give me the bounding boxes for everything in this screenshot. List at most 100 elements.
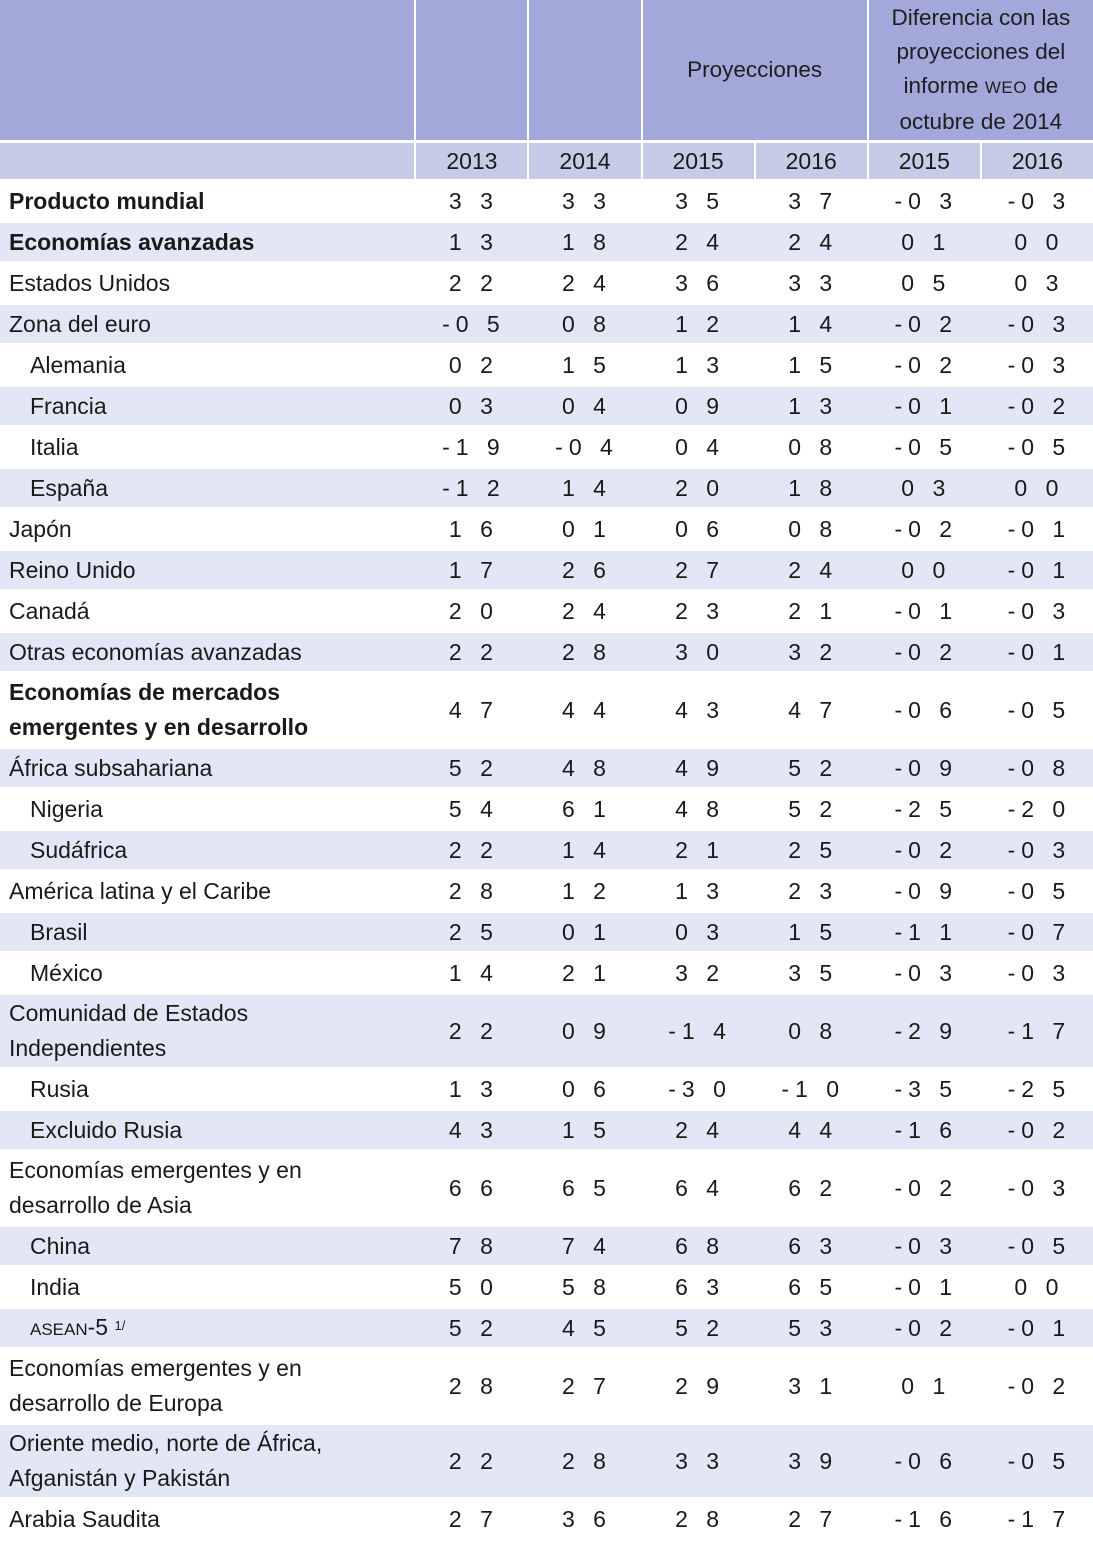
row-value: 2 1 — [640, 831, 754, 872]
row-value: -0 2 — [979, 1350, 1093, 1425]
row-value: 5 8 — [527, 1268, 641, 1309]
row-value: -0 5 — [979, 674, 1093, 749]
row-value: 2 7 — [414, 1500, 528, 1541]
row-value: -1 6 — [866, 1111, 980, 1152]
row-value: 1 8 — [527, 223, 641, 264]
row-value: 1 3 — [640, 872, 754, 913]
row-value: 0 2 — [414, 346, 528, 387]
row-value: -1 4 — [640, 995, 754, 1070]
row-value: -0 5 — [979, 428, 1093, 469]
row-value: 3 6 — [527, 1500, 641, 1541]
row-value: 4 3 — [640, 674, 754, 749]
row-value: 2 8 — [527, 633, 641, 674]
row-value: -0 3 — [979, 1152, 1093, 1227]
header-difference-part2: de octubre de 2014 — [899, 73, 1063, 134]
row-label: Zona del euro — [0, 305, 415, 346]
row-value: 2 2 — [414, 995, 528, 1070]
row-value: 1 4 — [753, 305, 867, 346]
row-value: 1 4 — [527, 469, 641, 510]
row-value: 3 3 — [640, 1425, 754, 1500]
row-value: 2 0 — [640, 469, 754, 510]
header-year: 2016 — [753, 143, 867, 182]
row-label: Alemania — [0, 346, 415, 387]
row-value: 4 7 — [414, 674, 528, 749]
row-value: 0 1 — [866, 1350, 980, 1425]
row-label-line1: Economías emergentes y en — [9, 1157, 302, 1183]
row-label: Economías avanzadas — [0, 223, 415, 264]
row-value: 1 5 — [753, 913, 867, 954]
row-value: -0 3 — [979, 346, 1093, 387]
row-value: 3 3 — [414, 182, 528, 223]
row-value: 1 4 — [414, 954, 528, 995]
row-value: 6 6 — [414, 1152, 528, 1227]
row-value: -2 5 — [979, 1070, 1093, 1111]
row-value: 4 8 — [527, 749, 641, 790]
row-value: -1 9 — [414, 428, 528, 469]
row-value: -1 6 — [866, 1500, 980, 1541]
row-label: Canadá — [0, 592, 415, 633]
row-label-line2: desarrollo de Asia — [9, 1192, 192, 1218]
row-value: -0 5 — [414, 305, 528, 346]
row-value: 2 4 — [640, 223, 754, 264]
row-value: -1 7 — [979, 1500, 1093, 1541]
row-value: 2 2 — [414, 831, 528, 872]
row-value: -0 3 — [866, 954, 980, 995]
row-value: -0 1 — [979, 1309, 1093, 1350]
row-value: 5 0 — [414, 1268, 528, 1309]
table-row: Economías emergentes y en desarrollo de A… — [0, 1152, 1093, 1227]
row-label: América latina y el Caribe — [0, 872, 415, 913]
row-value: -0 2 — [979, 1111, 1093, 1152]
header-row-years: 2013 2014 2015 2016 2015 2016 — [0, 143, 1093, 182]
row-value: 1 2 — [640, 305, 754, 346]
row-value: 0 8 — [753, 995, 867, 1070]
header-year-blank — [0, 143, 415, 182]
row-value: 2 1 — [753, 592, 867, 633]
header-row-top: Proyecciones Diferencia con las proyecci… — [0, 0, 1093, 143]
row-value: 2 4 — [753, 223, 867, 264]
row-value: 6 8 — [640, 1227, 754, 1268]
header-blank-2013 — [414, 0, 528, 143]
row-value: 3 1 — [753, 1350, 867, 1425]
row-value: 0 0 — [866, 551, 980, 592]
row-value: 0 1 — [527, 913, 641, 954]
row-label: Excluido Rusia — [0, 1111, 415, 1152]
row-label-footnote: 1/ — [114, 1317, 126, 1333]
row-value: 5 3 — [753, 1309, 867, 1350]
row-value: -0 1 — [979, 510, 1093, 551]
header-difference-weo: WEO — [984, 78, 1027, 97]
table-row: Economías de mercados emergentes y en des… — [0, 674, 1093, 749]
row-value: -0 9 — [866, 872, 980, 913]
row-value: 4 4 — [527, 674, 641, 749]
row-value: -0 3 — [979, 592, 1093, 633]
row-value: -0 2 — [866, 1309, 980, 1350]
row-value: 1 5 — [753, 346, 867, 387]
row-value: -0 9 — [866, 749, 980, 790]
row-label: Sudáfrica — [0, 831, 415, 872]
row-value: -1 7 — [979, 995, 1093, 1070]
row-value: 3 0 — [640, 633, 754, 674]
row-value: -0 1 — [866, 592, 980, 633]
row-value: 2 9 — [640, 1350, 754, 1425]
table-row: Economías emergentes y en desarrollo de E… — [0, 1350, 1093, 1425]
row-value: 4 9 — [640, 749, 754, 790]
row-label: Rusia — [0, 1070, 415, 1111]
row-label: Comunidad de Estados Independientes — [0, 995, 415, 1070]
row-value: -0 2 — [866, 831, 980, 872]
row-value: 1 3 — [414, 1070, 528, 1111]
row-value: 1 5 — [527, 1111, 641, 1152]
row-value: -0 5 — [979, 872, 1093, 913]
row-value: 2 8 — [414, 872, 528, 913]
row-value: 7 8 — [414, 1227, 528, 1268]
row-label: Italia — [0, 428, 415, 469]
row-value: 0 3 — [414, 387, 528, 428]
row-value: 0 8 — [753, 510, 867, 551]
